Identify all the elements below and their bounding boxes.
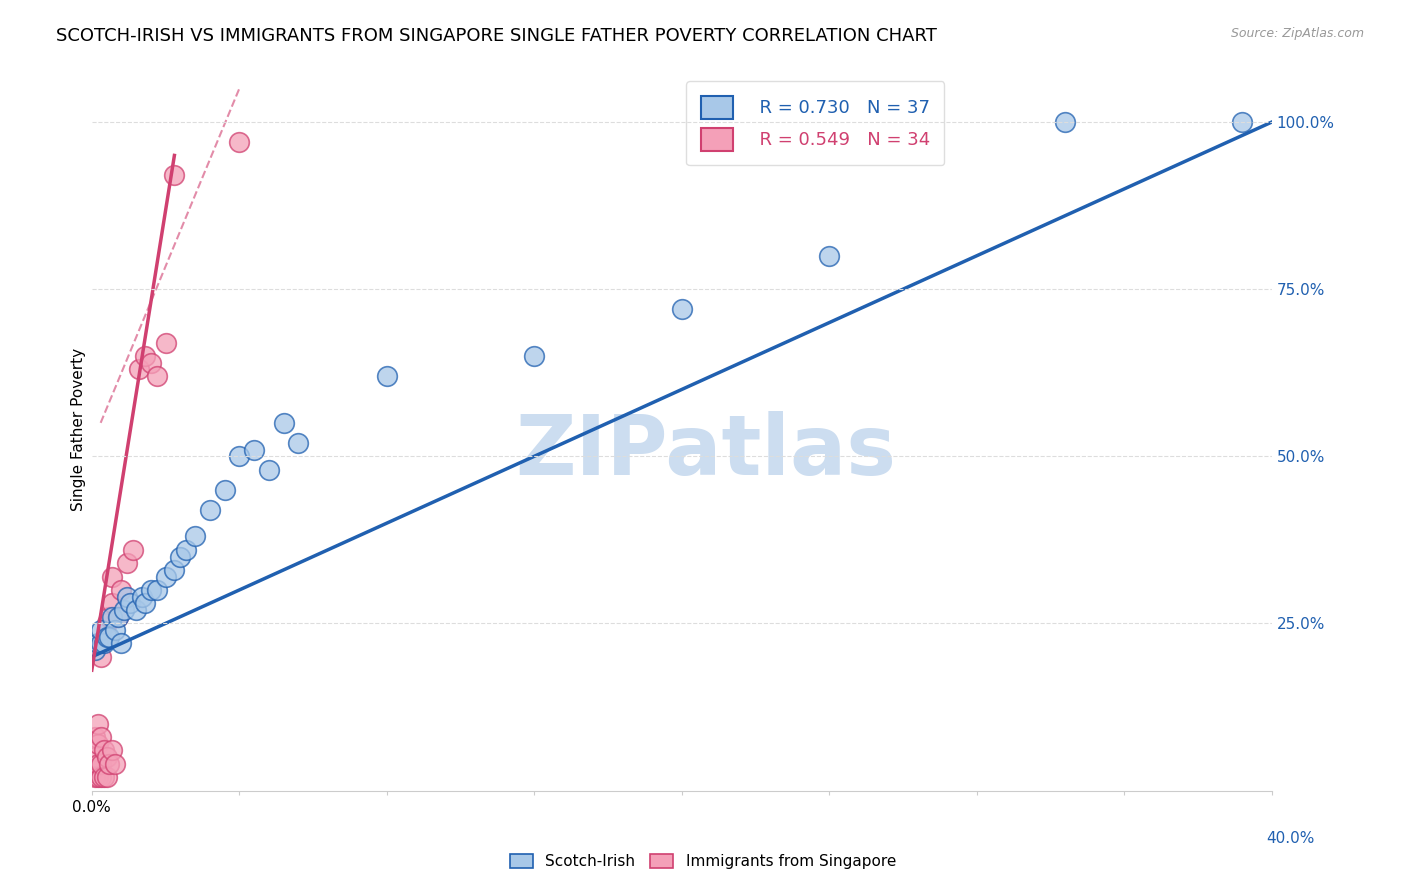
Point (110, 636, 132, 650)
Point (115, 590, 138, 604)
Point (90, 636, 112, 650)
Text: Source: ZipAtlas.com: Source: ZipAtlas.com (1230, 27, 1364, 40)
Point (523, 349, 546, 363)
Point (98, 756, 121, 771)
Point (90, 623, 112, 637)
Point (112, 603, 135, 617)
Point (101, 596, 124, 610)
Point (90, 770, 112, 784)
Point (257, 462, 280, 476)
Point (93, 770, 115, 784)
Point (86, 636, 108, 650)
Point (90, 756, 112, 771)
Text: 40.0%: 40.0% (1267, 831, 1315, 846)
Point (145, 582, 167, 597)
Text: ZIPatlas: ZIPatlas (515, 410, 896, 491)
Point (198, 502, 221, 516)
Point (120, 596, 142, 610)
Point (125, 603, 148, 617)
Point (86, 737, 108, 751)
Point (83, 770, 105, 784)
Point (96, 770, 118, 784)
Point (139, 356, 162, 370)
Point (83, 730, 105, 744)
Point (115, 556, 138, 570)
Point (86, 756, 108, 771)
Point (90, 730, 112, 744)
Point (93, 743, 115, 757)
Point (90, 649, 112, 664)
Point (110, 582, 132, 597)
Point (375, 369, 398, 384)
Point (1232, 115, 1254, 129)
Point (98, 609, 121, 624)
Point (107, 609, 129, 624)
Point (174, 542, 197, 557)
Point (93, 636, 115, 650)
Point (273, 416, 295, 430)
Legend:   R = 0.730   N = 37,   R = 0.549   N = 34: R = 0.730 N = 37, R = 0.549 N = 34 (686, 81, 945, 166)
Point (214, 483, 236, 497)
Point (139, 582, 162, 597)
Text: SCOTCH-IRISH VS IMMIGRANTS FROM SINGAPORE SINGLE FATHER POVERTY CORRELATION CHAR: SCOTCH-IRISH VS IMMIGRANTS FROM SINGAPOR… (56, 27, 938, 45)
Point (96, 630, 118, 644)
Point (96, 750, 118, 764)
Point (134, 349, 156, 363)
Point (86, 716, 108, 731)
Point (101, 569, 124, 583)
Point (228, 135, 250, 149)
Point (169, 549, 191, 564)
Point (134, 596, 156, 610)
Point (122, 542, 145, 557)
Point (98, 630, 121, 644)
Point (818, 249, 841, 263)
Point (1054, 115, 1077, 129)
Point (96, 616, 118, 631)
Point (287, 436, 309, 450)
Point (101, 609, 124, 624)
Point (128, 362, 150, 376)
Point (145, 369, 167, 384)
Point (86, 770, 108, 784)
Point (155, 335, 177, 350)
Point (184, 529, 207, 543)
Y-axis label: Single Father Poverty: Single Father Poverty (72, 348, 86, 511)
Point (83, 643, 105, 657)
Point (155, 569, 177, 583)
Point (163, 169, 186, 183)
Point (131, 590, 153, 604)
Point (101, 743, 124, 757)
Point (671, 302, 693, 317)
Point (104, 756, 127, 771)
Point (107, 609, 129, 624)
Point (82, 764, 104, 778)
Point (243, 442, 266, 457)
Point (104, 623, 127, 637)
Point (163, 563, 186, 577)
Point (83, 750, 105, 764)
Legend: Scotch-Irish, Immigrants from Singapore: Scotch-Irish, Immigrants from Singapore (503, 848, 903, 875)
Point (228, 450, 250, 464)
